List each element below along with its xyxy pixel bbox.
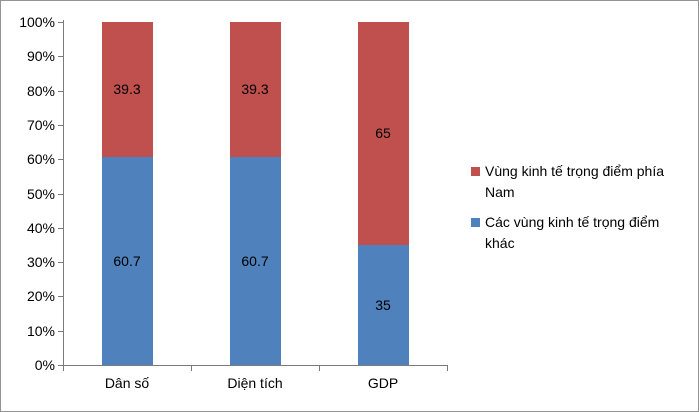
y-axis-tick (58, 194, 63, 195)
bar-segment-top (230, 22, 281, 157)
y-axis-tick (58, 331, 63, 332)
bar-data-label: 60.7 (241, 253, 269, 269)
bar-segment-bottom (102, 157, 153, 365)
y-axis-line (63, 20, 64, 365)
y-axis-tick (58, 228, 63, 229)
y-axis-tick (58, 262, 63, 263)
bar-data-label: 60.7 (113, 253, 141, 269)
y-axis-tick-label: 10% (26, 323, 55, 339)
y-axis-tick (58, 56, 63, 57)
y-axis-tick-label: 90% (26, 48, 55, 64)
y-axis-tick-label: 20% (26, 288, 55, 304)
x-axis-tick (447, 366, 448, 371)
y-axis-tick-label: 70% (26, 117, 55, 133)
bar-segment-bottom (230, 157, 281, 365)
bar-segment-bottom (358, 245, 409, 365)
x-axis-tick (63, 366, 64, 371)
x-axis-tick (191, 366, 192, 371)
y-axis-tick (58, 91, 63, 92)
y-axis-tick (58, 365, 63, 366)
y-axis-tick-label: 0% (34, 357, 55, 373)
y-axis-tick (58, 296, 63, 297)
y-axis-tick-label: 40% (26, 220, 55, 236)
bar-segment-top (102, 22, 153, 157)
y-axis-tick (58, 22, 63, 23)
bar-data-label: 65 (375, 125, 391, 141)
y-axis-tick (58, 159, 63, 160)
legend-swatch-icon (471, 167, 480, 176)
y-axis-tick (58, 125, 63, 126)
y-axis-tick-label: 80% (26, 83, 55, 99)
x-axis-category-label: GDP (367, 375, 399, 391)
legend-label: Các vùng kinh tế trọng điểm khác (485, 214, 660, 251)
bar-data-label: 39.3 (113, 81, 141, 97)
bar-data-label: 39.3 (241, 81, 269, 97)
bar-data-label: 35 (375, 297, 391, 313)
legend-entry: Vùng kinh tế trọng điểm phía Nam (471, 161, 689, 203)
x-axis-tick (319, 366, 320, 371)
legend-entry: Các vùng kinh tế trọng điểm khác (471, 212, 689, 254)
bar-segment-top (358, 22, 409, 245)
x-axis-category-label: Dân số (104, 375, 150, 391)
x-axis-line (63, 365, 448, 366)
y-axis-tick-label: 100% (19, 14, 55, 30)
y-axis-tick-label: 30% (26, 254, 55, 270)
y-axis-tick-label: 60% (26, 151, 55, 167)
legend-swatch-icon (471, 218, 480, 227)
x-axis-category-label: Diện tích (227, 375, 283, 391)
y-axis-tick-label: 50% (26, 186, 55, 202)
chart-legend: Vùng kinh tế trọng điểm phía Nam Các vùng… (471, 161, 689, 254)
legend-label: Vùng kinh tế trọng điểm phía Nam (485, 163, 665, 200)
